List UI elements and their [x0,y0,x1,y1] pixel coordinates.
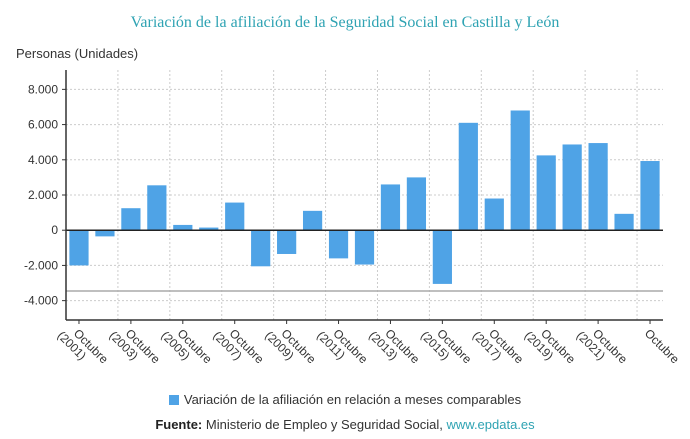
chart-title: Variación de la afiliación de la Segurid… [130,14,560,31]
x-tick-label: Octubre(2001) [55,319,112,376]
x-tick-label: Octubre(2019) [522,319,579,376]
bar [173,224,193,231]
bar [354,230,375,265]
bar [147,185,167,231]
bar [432,230,452,284]
x-tick-label: Octubre(2009) [262,319,319,376]
bar [277,230,297,254]
legend[interactable]: Variación de la afiliación en relación a… [0,392,690,407]
bar [251,230,271,267]
bar [199,227,219,231]
bar [588,143,608,231]
bar [302,210,323,231]
y-tick-label: 4.000 [28,153,58,167]
y-tick-label: 6.000 [28,118,58,132]
y-tick-label: 0 [51,223,58,237]
source-label: Fuente: [155,417,203,432]
y-tick-label: -4.000 [24,294,58,308]
bar [562,144,582,231]
x-tick-label: Octubre(2011) [314,319,371,376]
y-tick-label: 8.000 [28,82,58,96]
source-note: Fuente: Ministerio de Empleo y Seguridad… [0,417,690,432]
bar [406,177,427,231]
x-tick-label: Octubre(2005) [158,319,215,376]
y-tick-label: -2.000 [24,258,58,272]
x-tick-label: Octubre(2015) [418,319,475,376]
bar [484,198,504,231]
source-link[interactable]: www.epdata.es [446,417,535,432]
bar [380,184,401,231]
y-tick-label: 2.000 [28,188,58,202]
x-tick-label: Octubre(2013) [366,319,423,376]
x-tick-label: Octubre(2017) [470,319,527,376]
x-tick-label: Octubre(2003) [107,319,164,376]
bar [121,208,141,231]
legend-swatch [168,395,179,405]
bar [640,161,660,231]
bar [95,230,115,237]
bar [69,230,89,266]
x-tick-label: Octubre(2007) [210,319,267,376]
bar [225,202,245,231]
y-axis-label: Personas (Unidades) [16,46,139,61]
x-tick-label: Octubre [642,326,682,366]
bar [510,110,530,231]
bar [536,155,556,231]
source-text: Ministerio de Empleo y Seguridad Social, [202,417,447,432]
bar [458,122,478,231]
legend-label: Variación de la afiliación en relación a… [183,392,522,407]
bar [614,213,634,231]
x-tick-label: Octubre(2021) [574,319,631,376]
bar [328,230,349,259]
